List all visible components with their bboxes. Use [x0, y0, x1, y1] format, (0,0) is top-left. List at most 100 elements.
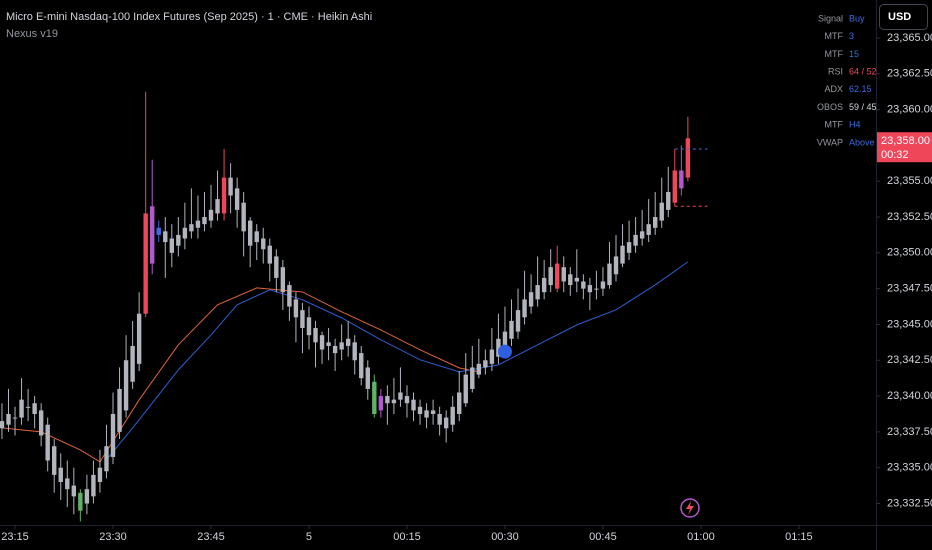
candle-body — [293, 299, 299, 318]
x-tick-label: 00:45 — [589, 531, 617, 543]
candle-body — [110, 413, 116, 457]
candle-body — [502, 331, 508, 346]
candle-body — [359, 353, 364, 379]
info-label: MTF — [825, 49, 844, 59]
candle-body — [104, 446, 109, 472]
candle-body — [398, 392, 403, 400]
candle-body — [430, 410, 436, 414]
candle-body — [666, 191, 671, 210]
candle-body — [221, 177, 227, 214]
candle-body — [6, 413, 11, 425]
candle-body — [372, 381, 377, 414]
candle-body — [202, 217, 207, 225]
currency-label[interactable]: USD — [888, 11, 911, 23]
x-tick-label: 00:15 — [393, 531, 421, 543]
candle-body — [561, 267, 566, 282]
currency-button[interactable] — [879, 4, 928, 30]
y-tick-label: 23,362.50 — [887, 68, 932, 80]
alert-ring[interactable] — [680, 498, 700, 518]
candle-body — [470, 367, 475, 389]
candle-body — [215, 199, 220, 214]
x-tick-label: 23:15 — [1, 531, 29, 543]
x-tick-label: 01:00 — [687, 531, 715, 543]
candle-body — [587, 285, 593, 293]
candle-body — [45, 424, 50, 461]
info-value: 59 / 45 — [849, 102, 877, 112]
price-tag — [877, 132, 932, 163]
moving-average — [106, 261, 689, 461]
info-value: 62.15 — [849, 84, 872, 94]
x-tick-label: 01:15 — [785, 531, 813, 543]
candle-body — [339, 342, 344, 350]
candle-body — [52, 446, 57, 475]
candle-body — [313, 328, 318, 343]
candle-body — [385, 396, 390, 404]
candle-body — [345, 338, 351, 346]
y-tick-label: 23,335.00 — [887, 462, 932, 474]
candle-body — [208, 209, 214, 221]
y-tick-label: 23,360.00 — [887, 103, 932, 115]
plot-area — [0, 91, 708, 522]
candle-body — [568, 274, 573, 286]
candle-body — [267, 245, 272, 264]
candle-body — [476, 363, 482, 375]
candle-body — [463, 374, 468, 404]
candle-body — [19, 399, 24, 418]
x-tick-label: 00:30 — [491, 531, 519, 543]
indicator-name: Nexus v19 — [6, 28, 58, 40]
candle-body — [522, 299, 527, 318]
candle-body — [646, 224, 651, 235]
candle-body — [424, 410, 429, 418]
candle-body — [300, 310, 305, 329]
candle-body — [515, 310, 521, 332]
info-value: H4 — [849, 120, 861, 130]
candle-body — [411, 399, 416, 411]
candle-body — [541, 277, 547, 293]
info-label: Signal — [818, 13, 843, 23]
info-label: VWAP — [817, 137, 843, 147]
y-tick-label: 23,340.00 — [887, 390, 932, 402]
candle-body — [548, 267, 553, 286]
candle-body — [620, 245, 625, 264]
x-tick-label: 23:45 — [197, 531, 225, 543]
candle-body — [58, 467, 63, 483]
candle-body — [228, 177, 233, 196]
price-tag-label: 23,358.00 — [881, 135, 930, 147]
y-tick-label: 23,365.00 — [887, 32, 932, 44]
candle-body — [189, 224, 194, 232]
y-tick-label: 23,345.00 — [887, 318, 932, 330]
alert-icon[interactable] — [680, 498, 700, 518]
info-value: 3 — [849, 31, 854, 41]
candle-body — [626, 242, 632, 253]
info-label: MTF — [825, 120, 844, 130]
candle-body — [32, 403, 37, 414]
candle-body — [247, 220, 253, 246]
candle-body — [639, 231, 645, 239]
candle-body — [195, 220, 201, 228]
candle-body — [391, 399, 397, 404]
alert-bolt[interactable] — [686, 501, 694, 515]
candle-body — [12, 417, 18, 419]
candle-body — [280, 267, 286, 293]
candle-body — [306, 317, 312, 336]
candle-body — [352, 342, 357, 361]
candle-body — [25, 406, 31, 408]
candle-body — [574, 277, 580, 282]
candle-body — [254, 231, 259, 243]
candle-body — [450, 406, 455, 425]
candle-body — [613, 256, 619, 275]
candle-body — [437, 413, 442, 425]
candle-body — [150, 206, 155, 264]
candle-body — [378, 396, 384, 411]
y-tick-label: 23,350.00 — [887, 247, 932, 259]
y-tick-label: 23,332.50 — [887, 497, 932, 509]
candle-body — [672, 170, 678, 203]
candle-body — [234, 188, 240, 210]
candle-body — [404, 396, 410, 404]
x-tick-label: 5 — [306, 531, 312, 543]
candle-body — [457, 392, 462, 414]
candle-body — [287, 285, 292, 307]
